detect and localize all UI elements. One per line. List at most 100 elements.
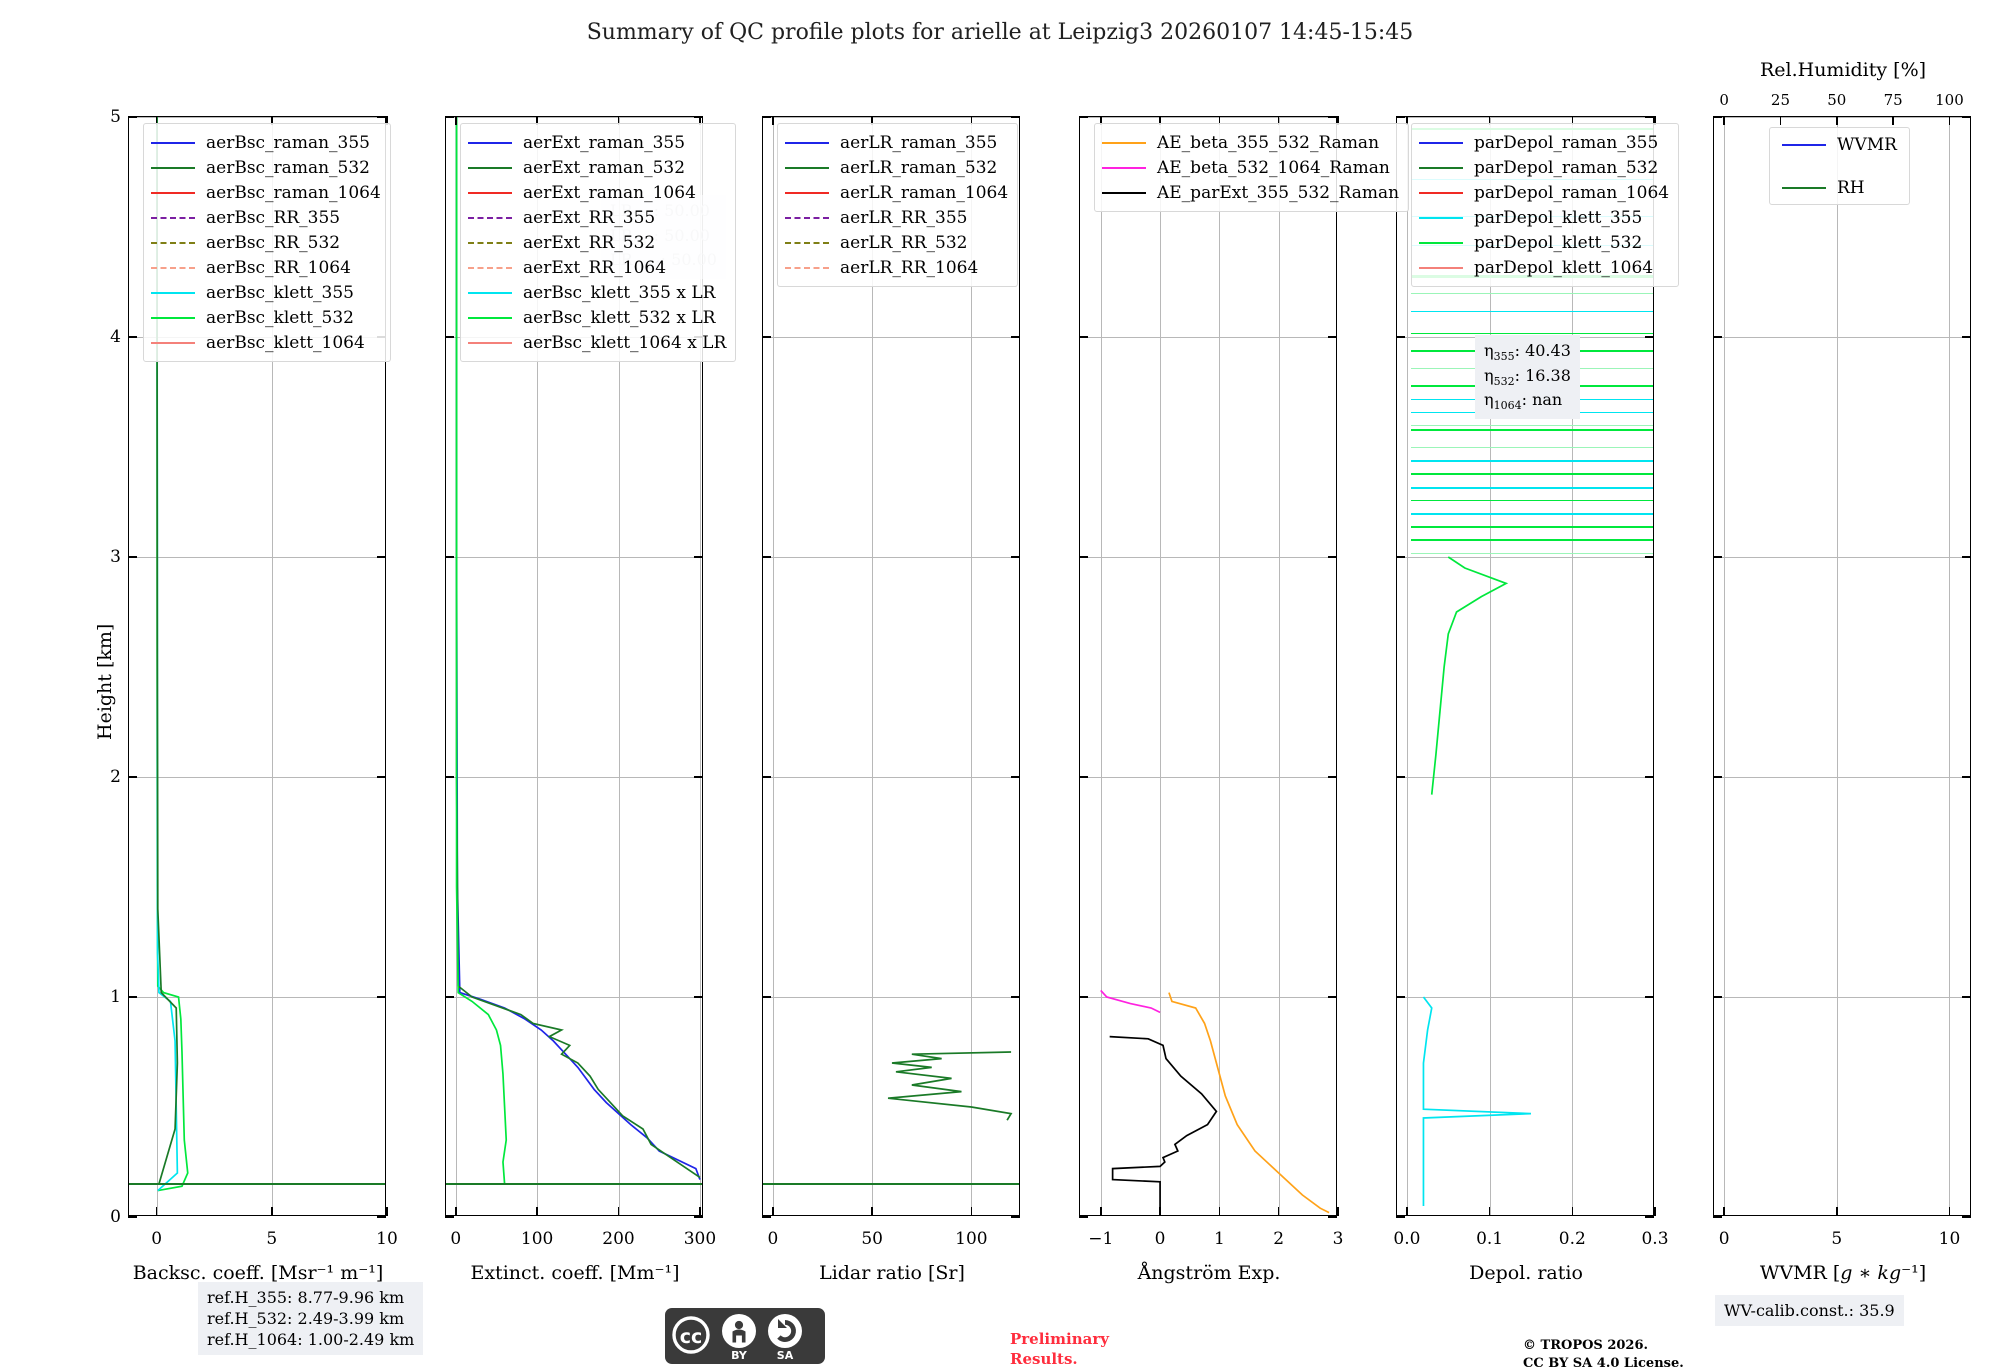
gridline-vertical <box>1100 117 1102 1215</box>
x-tick-top <box>1159 116 1161 125</box>
legend-swatch-icon <box>1102 166 1146 169</box>
plot-area-wvmr <box>1714 117 1970 1215</box>
x-tick-top <box>271 116 273 125</box>
legend-swatch-icon <box>1782 143 1826 146</box>
plot-panel-depolarization: 0.0 0.1 0.2 0.3 parDepol_raman_355 parDepol_r… <box>1393 116 1680 1284</box>
legend-entry[interactable]: aerExt_raman_532 <box>468 155 726 180</box>
legend-entry[interactable]: AE_beta_355_532_Raman <box>1102 130 1399 155</box>
y-tick <box>377 776 386 778</box>
gridline-horizontal <box>1714 337 1970 338</box>
y-tick <box>1713 996 1722 998</box>
legend-entry[interactable]: aerExt_raman_355 <box>468 130 726 155</box>
legend-label: aerBsc_klett_532 x LR <box>523 307 716 328</box>
legend-entry[interactable]: aerExt_raman_1064 <box>468 180 726 205</box>
y-tick <box>128 1216 137 1218</box>
series-parDepol_klett_355 <box>1422 996 1531 1206</box>
x-tick-label: 0.1 <box>1476 1229 1504 1249</box>
legend-entry[interactable]: aerBsc_klett_1064 <box>151 330 381 355</box>
legend-entry[interactable]: aerLR_raman_355 <box>785 130 1008 155</box>
x-tick-top <box>1571 116 1574 125</box>
x-tick-label: 1 <box>1213 1229 1225 1249</box>
x-tick-label: 5 <box>1831 1229 1843 1249</box>
legend-entry[interactable]: aerLR_raman_532 <box>785 155 1008 180</box>
ref-height-532: ref.H_532: 2.49-3.99 km <box>207 1309 405 1329</box>
legend-entry[interactable]: AE_beta_532_1064_Raman <box>1102 155 1399 180</box>
y-tick <box>694 556 703 558</box>
gridline-horizontal <box>129 777 385 778</box>
data-curves-backscatter <box>156 117 189 1192</box>
legend-entry[interactable]: aerExt_RR_1064 <box>468 255 726 280</box>
legend-entry[interactable]: parDepol_raman_1064 <box>1419 180 1669 205</box>
y-tick <box>762 116 771 118</box>
x-tick-label: 10 <box>1938 1229 1961 1249</box>
y-tick <box>1396 776 1405 778</box>
y-tick <box>1011 776 1020 778</box>
gridline-horizontal <box>129 557 385 558</box>
legend-entry[interactable]: aerBsc_RR_1064 <box>151 255 381 280</box>
gridline-vertical <box>1406 117 1408 1215</box>
legend-entry[interactable]: aerExt_RR_355 <box>468 205 726 230</box>
x-tick <box>454 1207 457 1216</box>
y-tick <box>1079 556 1088 558</box>
legend-entry[interactable]: aerBsc_raman_532 <box>151 155 381 180</box>
legend-entry[interactable]: WVMR <box>1782 132 1897 157</box>
gridline-vertical <box>1278 117 1280 1215</box>
legend-entry[interactable]: aerBsc_klett_532 <box>151 305 381 330</box>
legend-entry[interactable]: parDepol_raman_532 <box>1419 155 1669 180</box>
legend-label: aerLR_RR_532 <box>840 232 968 253</box>
gridline-horizontal <box>1080 997 1336 998</box>
preliminary-line-2: Results. <box>1010 1349 1078 1368</box>
gridline-horizontal <box>1714 997 1970 998</box>
y-tick-label: 5 <box>110 107 121 127</box>
gridline-horizontal <box>1397 117 1653 118</box>
x-tick <box>271 1207 273 1216</box>
y-tick <box>1011 996 1020 998</box>
tropos-line-1: © TROPOS 2026. <box>1523 1338 1649 1353</box>
legend-entry[interactable]: aerLR_RR_355 <box>785 205 1008 230</box>
x-tick-top <box>1277 116 1280 125</box>
legend-swatch-icon <box>1782 186 1826 189</box>
legend-entry[interactable]: aerBsc_klett_532 x LR <box>468 305 726 330</box>
legend-label: aerBsc_raman_1064 <box>206 182 381 203</box>
x-axis-label-backscatter: Backsc. coeff. [Msr⁻¹ m⁻¹] <box>132 1262 384 1284</box>
legend-entry[interactable]: aerBsc_raman_1064 <box>151 180 381 205</box>
rh-tick-label: 100 <box>1935 91 1964 109</box>
legend-entry[interactable]: aerLR_RR_1064 <box>785 255 1008 280</box>
legend-entry[interactable]: aerBsc_raman_355 <box>151 130 381 155</box>
legend-swatch-icon <box>468 191 512 194</box>
plot-area-extinction <box>446 117 702 1215</box>
plot-panel-backscatter: 0 1 2 3 4 5 0 5 10 aerBsc_raman_355 aerBsc_raman_5… <box>110 107 398 1284</box>
legend-entry[interactable]: aerBsc_klett_355 <box>151 280 381 305</box>
x-tick-top <box>772 116 774 125</box>
legend-entry[interactable]: parDepol_klett_355 <box>1419 205 1669 230</box>
svg-text:cc: cc <box>680 1326 703 1348</box>
legend-entry[interactable]: RH <box>1782 175 1897 200</box>
y-tick <box>1011 116 1020 118</box>
legend-entry[interactable]: aerBsc_klett_355 x LR <box>468 280 726 305</box>
y-tick <box>1328 116 1337 118</box>
y-tick <box>377 996 386 998</box>
legend-entry[interactable]: parDepol_raman_355 <box>1419 130 1669 155</box>
tropos-line-2: CC BY SA 4.0 License. <box>1523 1355 1684 1371</box>
x-tick-label: 300 <box>683 1229 717 1249</box>
legend-label: aerBsc_RR_1064 <box>206 257 351 278</box>
legend-swatch-icon <box>785 241 829 244</box>
y-tick <box>1645 776 1654 778</box>
legend-entry[interactable]: aerBsc_RR_532 <box>151 230 381 255</box>
y-tick <box>1645 996 1654 998</box>
legend-entry[interactable]: AE_parExt_355_532_Raman <box>1102 180 1399 205</box>
data-curves-wvmr <box>1714 117 1970 1215</box>
legend-entry[interactable]: aerLR_RR_532 <box>785 230 1008 255</box>
legend-entry[interactable]: parDepol_klett_532 <box>1419 230 1669 255</box>
legend-entry[interactable]: aerExt_RR_532 <box>468 230 726 255</box>
legend-swatch-icon <box>468 266 512 269</box>
legend-entry[interactable]: aerBsc_klett_1064 x LR <box>468 330 726 355</box>
legend-entry[interactable]: aerLR_raman_1064 <box>785 180 1008 205</box>
y-tick <box>1962 336 1971 338</box>
y-tick <box>1328 1216 1337 1218</box>
x-tick-label: 10 <box>376 1229 398 1249</box>
legend-entry[interactable]: aerBsc_RR_355 <box>151 205 381 230</box>
y-tick <box>1645 556 1654 558</box>
legend-entry[interactable]: parDepol_klett_1064 <box>1419 255 1669 280</box>
